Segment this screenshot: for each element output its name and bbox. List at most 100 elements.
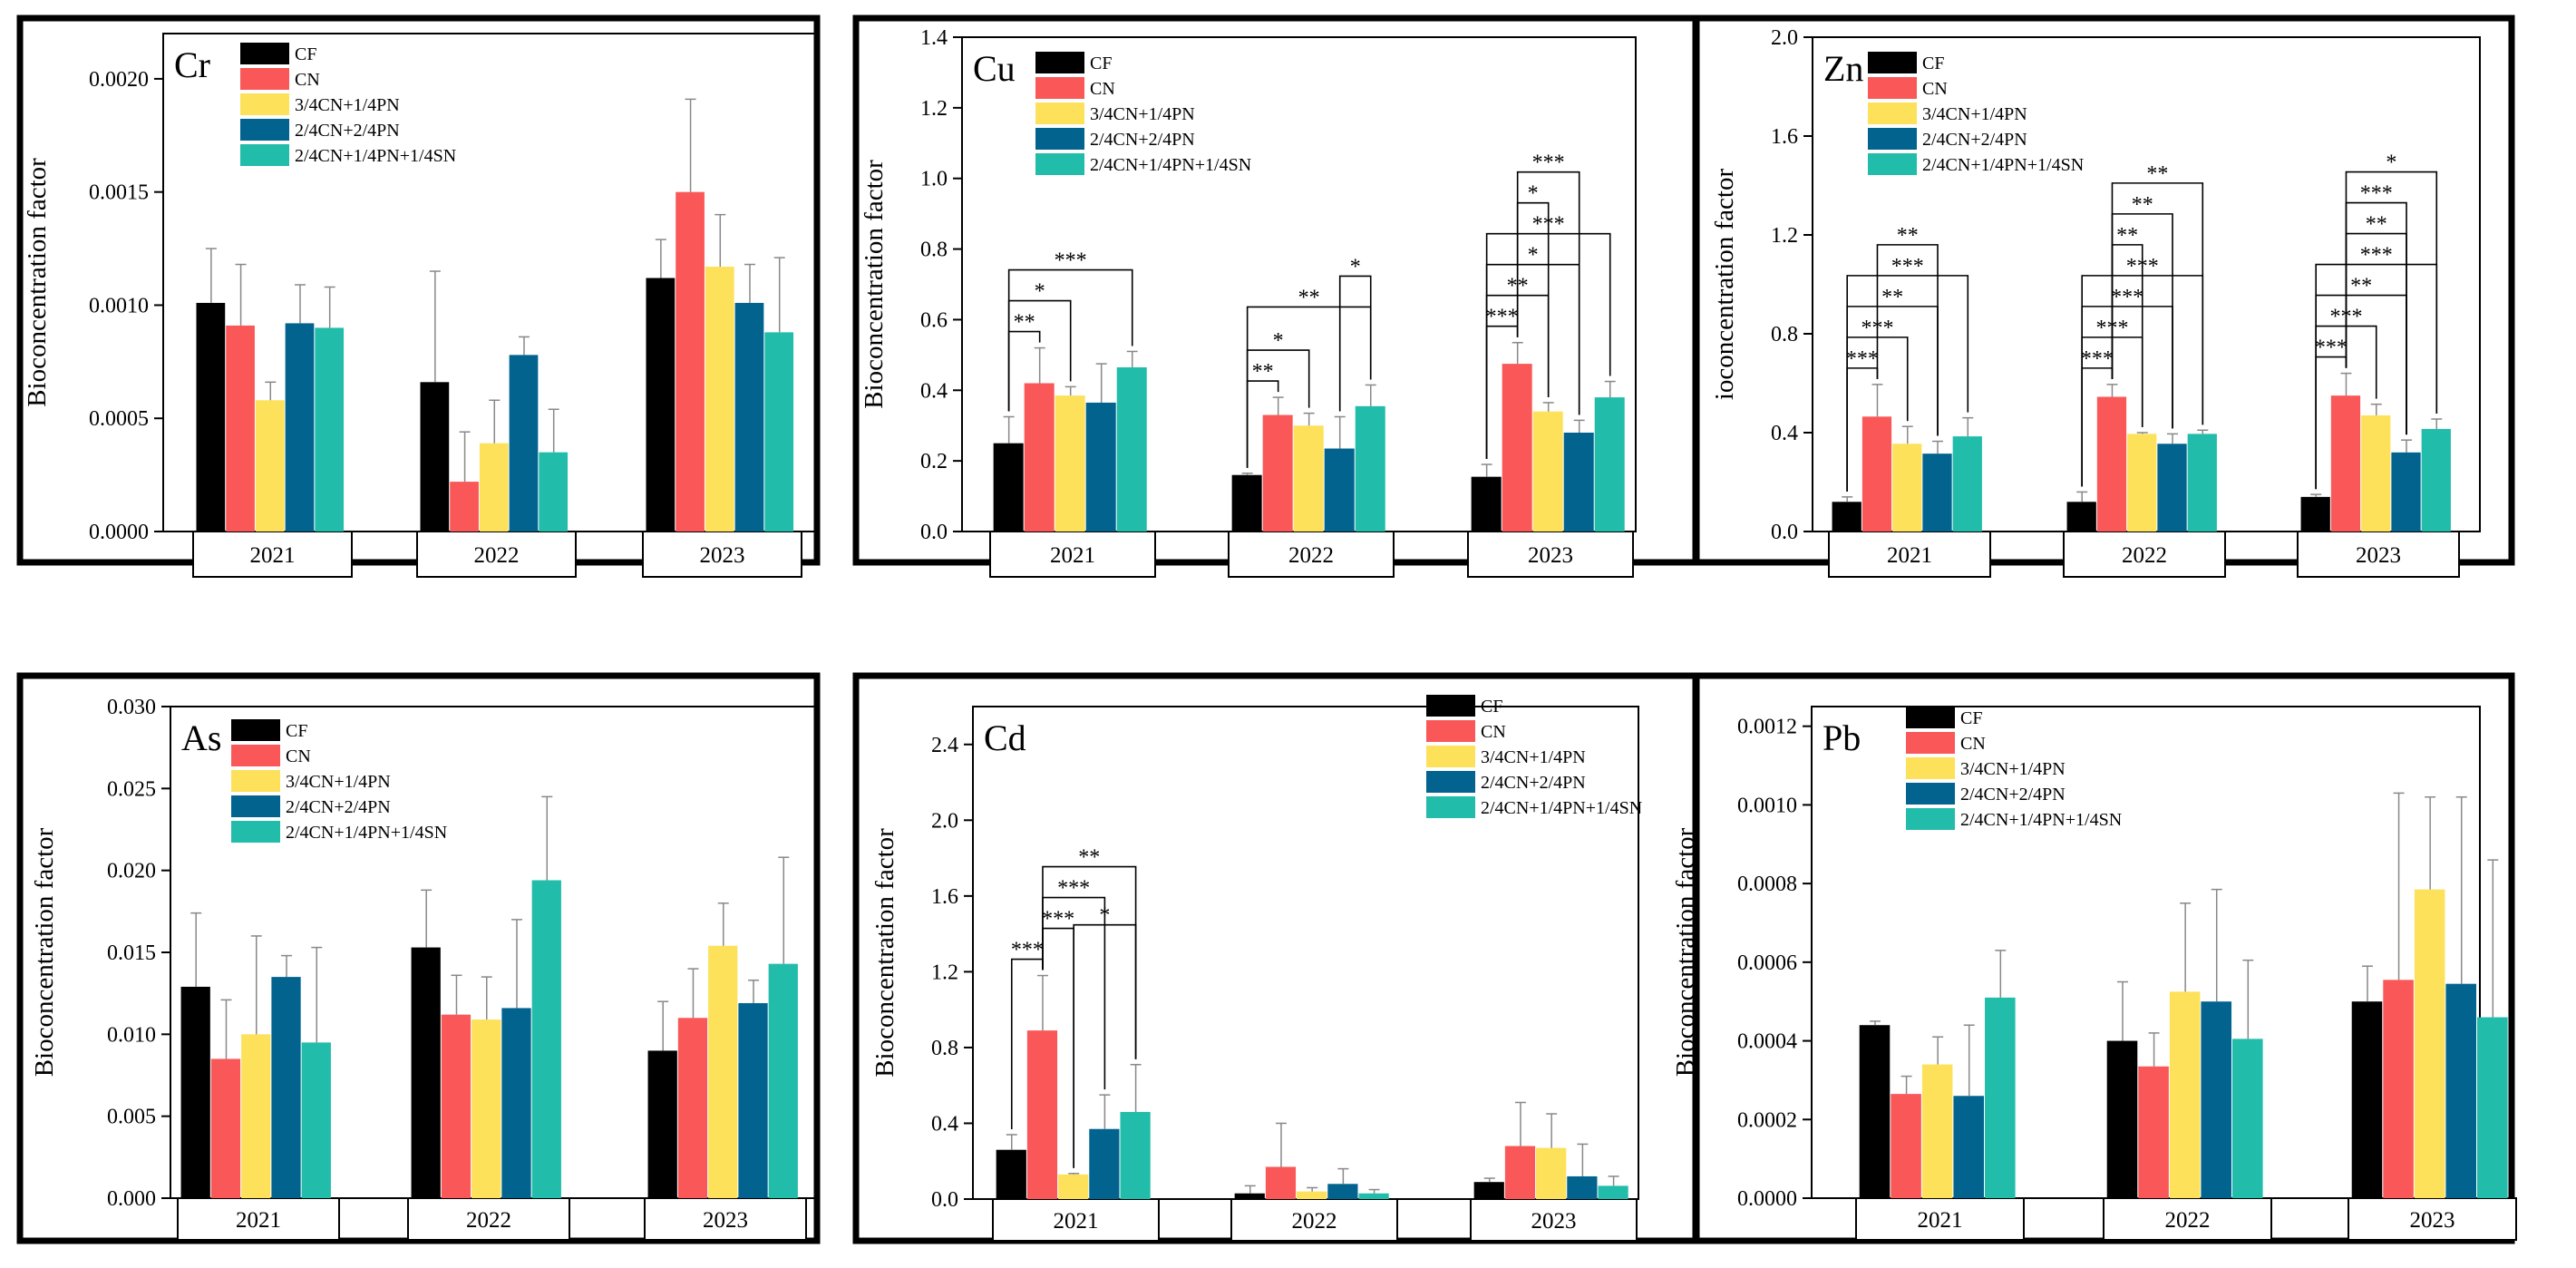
bar (1921, 1064, 1953, 1198)
category-box (2063, 531, 2226, 578)
bar (2445, 983, 2477, 1198)
x-category-label: 2023 (1528, 543, 1573, 568)
bar (509, 355, 539, 532)
x-category-label: 2021 (236, 1208, 281, 1233)
bar (1293, 425, 1324, 532)
significance-bracket (1876, 244, 1939, 436)
x-category-label: 2021 (1887, 543, 1932, 568)
bar (1922, 454, 1952, 532)
bar (2201, 1001, 2232, 1198)
significance-label: ** (2366, 213, 2387, 237)
y-tick-label: 1.2 (920, 97, 948, 121)
bar (1116, 366, 1147, 532)
y-tick-label: 0.0015 (89, 181, 149, 205)
significance-label: ** (2116, 224, 2138, 248)
bar (241, 1034, 271, 1198)
x-category-label: 2021 (1918, 1208, 1963, 1233)
y-tick-label: 0.0 (920, 521, 948, 544)
bar (1471, 476, 1502, 532)
bar (2138, 1066, 2169, 1198)
bar (2127, 434, 2157, 532)
significance-bracket (1073, 923, 1137, 1168)
bar (441, 1014, 471, 1198)
x-category-label: 2021 (1050, 543, 1095, 568)
bar (196, 302, 226, 532)
significance-label: ** (2146, 162, 2168, 186)
bar (2361, 415, 2391, 532)
bar (1862, 416, 1892, 532)
legend-label: CF (1090, 54, 1112, 73)
y-tick-label: 0.2 (920, 450, 948, 473)
category-box (1228, 531, 1395, 578)
bar (2066, 502, 2096, 532)
legend-label: CF (286, 721, 307, 741)
bar (1089, 1128, 1120, 1199)
legend-label: 2/4CN+2/4PN (1960, 785, 2066, 805)
significance-label: * (2386, 151, 2396, 175)
x-category-label: 2023 (703, 1208, 748, 1233)
category-box (407, 1197, 570, 1241)
legend-swatch (1906, 783, 1955, 805)
bar (734, 302, 764, 532)
significance-label: *** (1891, 255, 1924, 278)
legend-swatch (1868, 128, 1917, 150)
bar (1231, 474, 1262, 532)
category-box (2103, 1197, 2272, 1241)
legend-label: CF (295, 44, 316, 64)
significance-label: *** (2360, 244, 2393, 268)
bar (1055, 395, 1085, 532)
y-tick-label: 0.8 (1771, 323, 1798, 346)
x-category-label: 2022 (474, 543, 520, 568)
y-tick-label: 2.0 (1771, 26, 1798, 50)
significance-label: *** (2360, 182, 2393, 206)
panel-title: Pb (1823, 717, 1861, 758)
bar (1120, 1111, 1151, 1199)
bar (2351, 1001, 2383, 1198)
significance-label: ** (1014, 311, 1035, 335)
bar (2157, 444, 2187, 532)
bar (708, 945, 738, 1198)
legend-label: 2/4CN+2/4PN (295, 121, 400, 141)
x-category-label: 2022 (466, 1208, 511, 1233)
y-tick-label: 0.020 (107, 860, 156, 883)
significance-label: *** (1055, 249, 1087, 273)
category-box (992, 1198, 1160, 1242)
legend-label: 2/4CN+1/4PN+1/4SN (1922, 155, 2084, 175)
bar (1536, 1147, 1567, 1199)
y-tick-label: 0.0000 (89, 521, 149, 544)
legend-swatch (240, 93, 289, 115)
legend-label: 2/4CN+2/4PN (1481, 773, 1586, 793)
bar (1297, 1191, 1327, 1199)
y-tick-label: 0.4 (931, 1112, 958, 1136)
legend-swatch (1426, 771, 1475, 793)
bar (1985, 997, 2016, 1198)
legend-swatch (1035, 153, 1084, 175)
category-box (1467, 531, 1634, 578)
significance-label: * (1273, 329, 1284, 353)
bar (2187, 434, 2217, 532)
panel-title: As (181, 717, 221, 758)
significance-label: *** (2111, 286, 2143, 309)
bar (1563, 433, 1594, 532)
bar (411, 947, 441, 1198)
legend-swatch (1426, 746, 1475, 767)
bar (420, 382, 450, 532)
bar (1953, 1096, 1985, 1198)
legend-swatch (1035, 102, 1084, 124)
significance-label: *** (1057, 877, 1090, 901)
legend-label: 3/4CN+1/4PN (295, 95, 400, 115)
legend-swatch (1868, 102, 1917, 124)
y-axis-label: Bioconcentration factor (870, 828, 899, 1078)
bar (1859, 1025, 1891, 1198)
legend-swatch (1906, 707, 1955, 728)
panel-as: 0.000 0.005 0.010 0.015 0.020 0.025 0.030 Bioco… (16, 672, 821, 1244)
y-tick-label: 2.0 (931, 809, 958, 833)
legend-label: CN (286, 746, 311, 766)
legend-swatch (1868, 77, 1917, 99)
category-box (177, 1197, 340, 1241)
y-tick-label: 0.8 (931, 1037, 958, 1060)
bar (2414, 889, 2445, 1198)
category-box (192, 531, 353, 578)
legend-swatch (240, 68, 289, 90)
x-category-label: 2023 (2356, 543, 2401, 568)
